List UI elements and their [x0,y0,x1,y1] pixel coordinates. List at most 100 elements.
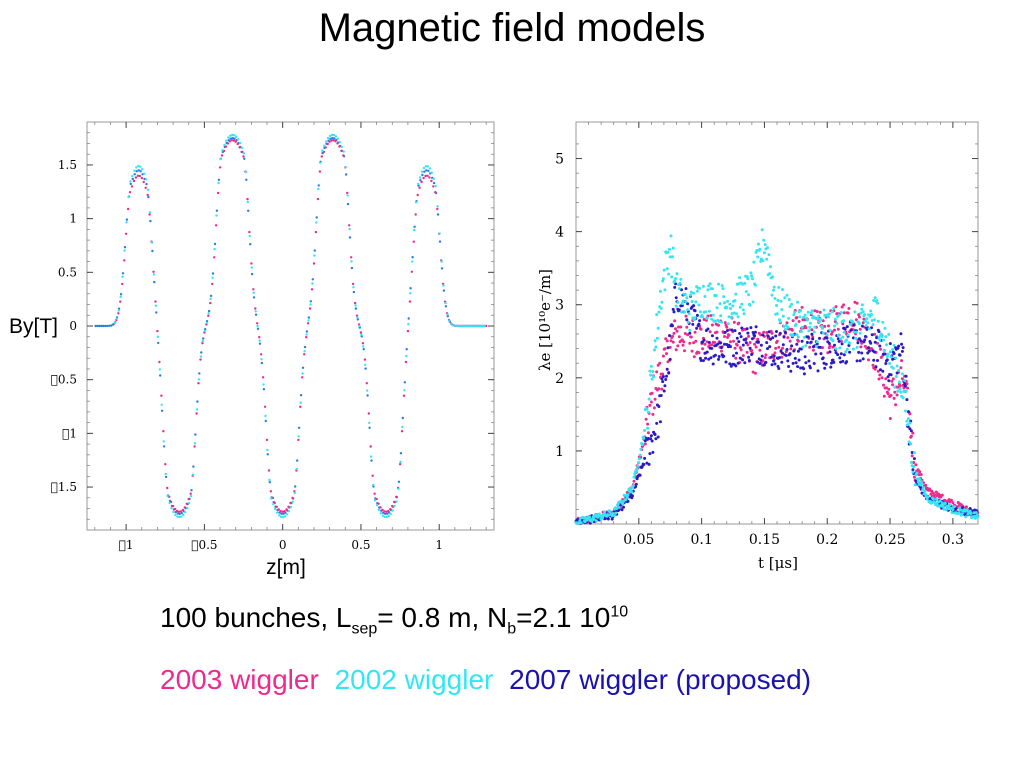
density-point [709,314,713,317]
density-point [860,324,864,328]
density-point [885,358,889,362]
field-point [446,315,449,318]
density-point [710,346,714,350]
field-point [297,438,300,442]
density-point [788,305,792,309]
field-point [387,509,390,513]
density-point [800,339,804,343]
field-point [414,213,417,216]
field-point [381,508,384,512]
density-point [869,309,873,313]
field-point [254,313,258,316]
density-point [676,344,680,348]
field-point [434,191,437,194]
density-point [759,333,763,337]
density-point [643,442,647,446]
density-point [636,464,640,468]
field-point [340,145,343,148]
field-point [168,501,171,505]
density-point [859,345,863,349]
field-point [256,324,259,328]
density-point [917,473,921,477]
field-point [375,504,379,507]
density-point [837,339,841,343]
density-point [684,300,688,304]
density-point [934,497,938,501]
density-point [663,384,667,388]
field-point [230,139,233,142]
density-point [579,521,583,525]
density-point [879,332,883,336]
density-point [795,342,799,346]
density-point [920,482,924,486]
density-point [677,325,680,329]
density-point [693,330,697,334]
density-point [632,479,636,483]
density-point [814,317,818,320]
density-point [771,275,775,279]
field-point [421,173,424,177]
field-point [338,145,341,148]
density-point [804,326,808,330]
field-point [146,193,149,197]
field-point [352,290,356,294]
density-point [765,331,769,335]
density-point [781,346,784,350]
field-point [414,201,418,204]
density-point [796,365,800,369]
density-point [756,255,760,259]
field-point [301,366,305,369]
density-point [692,341,696,345]
legend-2003-wiggler: 2003 wiggler [160,664,319,695]
density-point [680,288,683,292]
density-point [671,246,675,250]
field-point [162,430,165,433]
field-point [467,324,471,328]
field-point [432,177,435,180]
density-point [683,349,686,353]
density-point [842,353,846,357]
density-point [758,348,762,352]
field-point [369,445,372,448]
density-point [588,515,592,519]
field-point [425,169,428,172]
density-point [790,328,794,332]
density-point [906,410,910,414]
field-point [291,500,294,503]
y-tick-label: 0.5 [58,265,77,279]
field-point [295,467,298,471]
field-point [332,133,336,137]
x-tick-label: 0.5 [351,538,370,552]
density-point [900,342,904,346]
density-point [652,348,656,352]
field-point [180,515,183,518]
density-point [809,340,813,344]
density-point [634,482,638,486]
field-point [348,236,352,239]
field-point [416,182,420,186]
field-point [146,188,150,191]
density-point [698,286,702,290]
field-point [134,176,138,179]
density-point [713,353,717,357]
field-point [401,416,404,420]
density-point [839,352,843,356]
density-point [899,390,903,394]
field-point [248,230,251,234]
density-point [719,314,723,318]
density-point [648,452,652,456]
density-point [763,243,767,247]
field-point [100,324,103,328]
magnetic-field-chart: 1 0.5 0 0.5 1 1.5 1 0.5 0 0.5 1 1.5 By[T] z[m] [9,121,495,579]
field-point [139,170,142,173]
field-point [183,506,186,509]
density-point [781,314,785,318]
field-point [331,136,334,140]
density-point [671,255,674,259]
caption-nb-val: =2.1 10 [516,602,611,633]
density-point [818,345,822,349]
field-point [199,355,203,358]
field-point [442,284,445,287]
x-tick-label: 0 [279,538,287,552]
field-point [366,394,369,397]
